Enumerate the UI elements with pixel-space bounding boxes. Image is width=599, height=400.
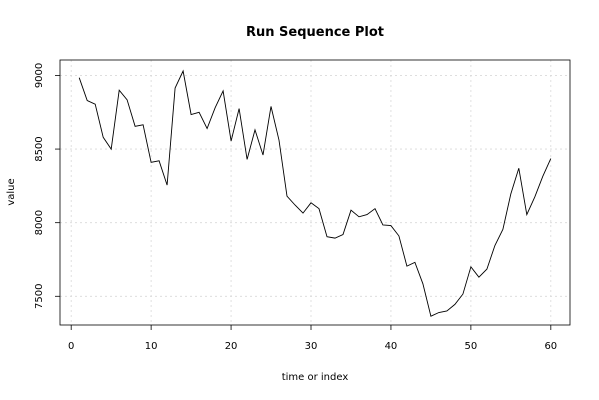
y-axis: 7500 8000 8500 9000 (34, 63, 60, 309)
y-tick-label: 8000 (34, 210, 45, 235)
y-tick-label: 9000 (34, 63, 45, 88)
x-tick-label: 60 (544, 341, 557, 352)
plot-frame (59, 59, 571, 326)
grid-lines (60, 60, 570, 325)
y-axis-label: value (6, 178, 17, 205)
data-points (79, 71, 551, 316)
x-tick-label: 0 (68, 341, 74, 352)
x-tick-label: 20 (225, 341, 238, 352)
y-tick-label: 8500 (34, 136, 45, 161)
x-tick-label: 50 (465, 341, 478, 352)
x-tick-label: 10 (145, 341, 158, 352)
x-tick-label: 30 (305, 341, 318, 352)
y-tick-label: 7500 (34, 284, 45, 309)
x-axis-label: time or index (282, 372, 349, 383)
series-line (78, 69, 552, 317)
x-tick-label: 40 (385, 341, 398, 352)
chart-title: Run Sequence Plot (246, 25, 384, 40)
x-axis: 0 10 20 30 40 50 60 (68, 325, 557, 352)
